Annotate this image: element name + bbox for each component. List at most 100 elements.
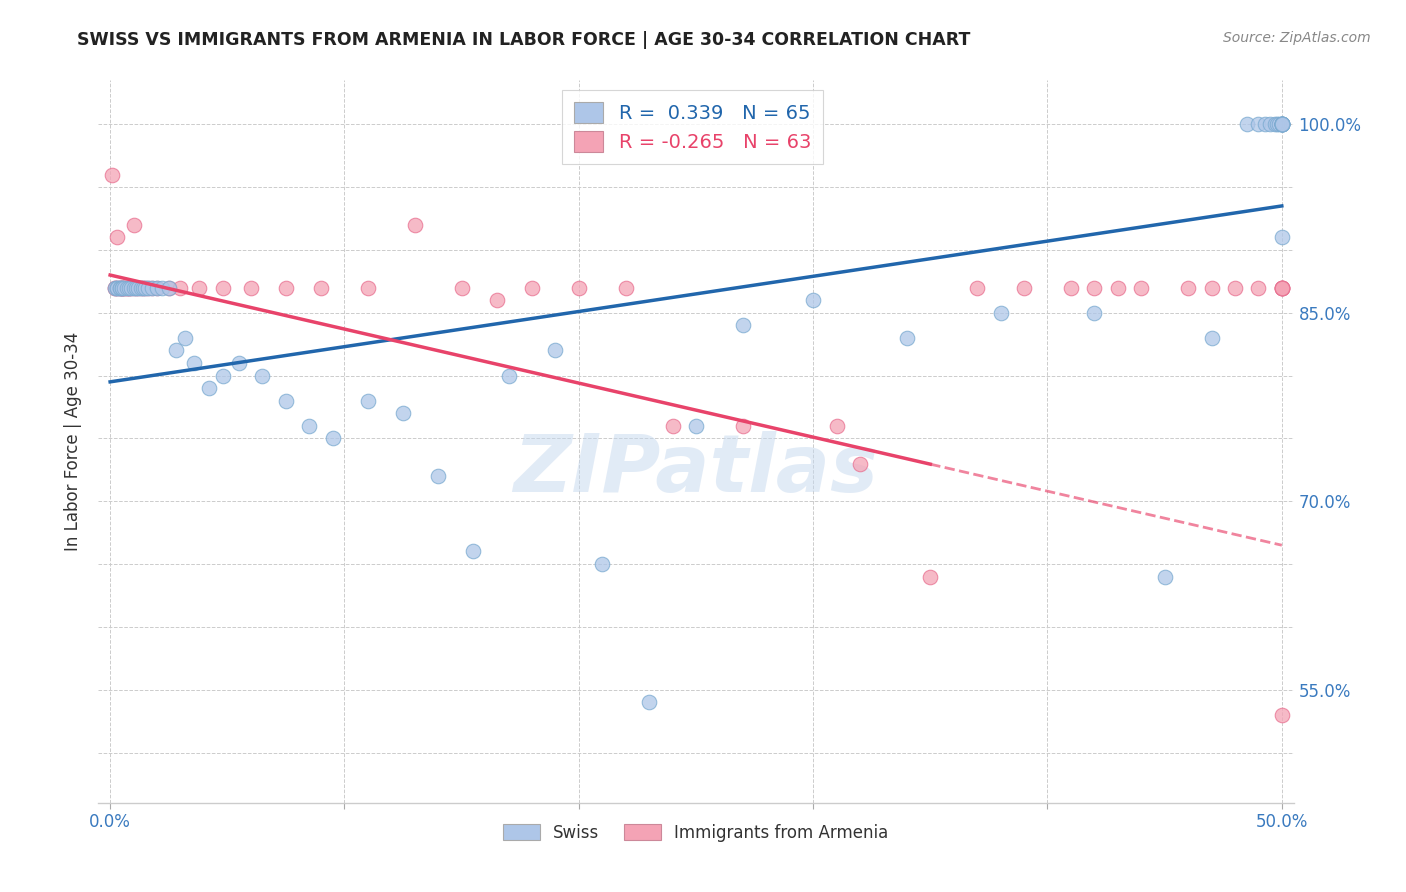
Point: [849, 457, 872, 471]
Point: [1271, 280, 1294, 294]
Point: [1271, 280, 1294, 294]
Point: [1258, 117, 1281, 131]
Point: [1223, 280, 1246, 294]
Point: [1271, 117, 1294, 131]
Point: [134, 280, 156, 294]
Point: [1271, 117, 1294, 131]
Point: [112, 280, 135, 294]
Point: [485, 293, 508, 308]
Point: [1271, 117, 1294, 131]
Point: [392, 406, 415, 420]
Point: [1271, 117, 1294, 131]
Point: [1247, 280, 1270, 294]
Point: [520, 280, 543, 294]
Point: [1268, 117, 1291, 131]
Point: [1247, 117, 1270, 131]
Point: [1012, 280, 1035, 294]
Point: [357, 280, 380, 294]
Point: [105, 280, 128, 294]
Point: [498, 368, 520, 383]
Point: [228, 356, 250, 370]
Point: [146, 280, 169, 294]
Point: [309, 280, 332, 294]
Point: [101, 168, 124, 182]
Point: [1271, 280, 1294, 294]
Point: [112, 280, 135, 294]
Point: [544, 343, 567, 358]
Point: [211, 368, 233, 383]
Point: [111, 280, 134, 294]
Point: [568, 280, 591, 294]
Point: [1271, 280, 1294, 294]
Point: [111, 280, 134, 294]
Point: [274, 393, 297, 408]
Point: [104, 280, 127, 294]
Point: [1271, 117, 1294, 131]
Point: [1201, 331, 1223, 345]
Point: [105, 280, 128, 294]
Point: [197, 381, 219, 395]
Legend: Swiss, Immigrants from Armenia: Swiss, Immigrants from Armenia: [496, 817, 896, 848]
Point: [298, 418, 321, 433]
Point: [105, 280, 128, 294]
Point: [1107, 280, 1129, 294]
Point: [1265, 117, 1288, 131]
Point: [211, 280, 233, 294]
Point: [404, 218, 426, 232]
Point: [127, 280, 149, 294]
Point: [112, 280, 135, 294]
Point: [118, 280, 141, 294]
Point: [450, 280, 472, 294]
Point: [122, 280, 145, 294]
Point: [427, 469, 450, 483]
Point: [463, 544, 485, 558]
Point: [638, 695, 661, 709]
Point: [157, 280, 180, 294]
Point: [1264, 117, 1286, 131]
Point: [825, 418, 848, 433]
Point: [685, 418, 707, 433]
Point: [1153, 569, 1175, 583]
Point: [120, 280, 142, 294]
Point: [239, 280, 262, 294]
Point: [274, 280, 297, 294]
Point: [141, 280, 163, 294]
Point: [108, 280, 131, 294]
Text: ZIPatlas: ZIPatlas: [513, 432, 879, 509]
Point: [966, 280, 988, 294]
Point: [108, 280, 131, 294]
Point: [108, 280, 131, 294]
Point: [357, 393, 380, 408]
Point: [125, 280, 148, 294]
Point: [146, 280, 169, 294]
Point: [801, 293, 824, 308]
Point: [111, 280, 134, 294]
Point: [183, 356, 205, 370]
Point: [169, 280, 191, 294]
Point: [731, 318, 754, 333]
Point: [1271, 230, 1294, 244]
Point: [661, 418, 683, 433]
Point: [136, 280, 159, 294]
Point: [1130, 280, 1153, 294]
Point: [122, 218, 145, 232]
Point: [188, 280, 211, 294]
Text: Source: ZipAtlas.com: Source: ZipAtlas.com: [1223, 31, 1371, 45]
Point: [920, 569, 942, 583]
Point: [132, 280, 155, 294]
Point: [136, 280, 159, 294]
Point: [174, 331, 197, 345]
Point: [990, 306, 1012, 320]
Point: [165, 343, 187, 358]
Point: [150, 280, 173, 294]
Point: [1083, 280, 1105, 294]
Point: [1177, 280, 1199, 294]
Point: [111, 280, 134, 294]
Point: [115, 280, 138, 294]
Point: [1236, 117, 1258, 131]
Point: [1271, 117, 1294, 131]
Point: [115, 280, 138, 294]
Point: [104, 280, 127, 294]
Point: [1201, 280, 1223, 294]
Point: [104, 280, 127, 294]
